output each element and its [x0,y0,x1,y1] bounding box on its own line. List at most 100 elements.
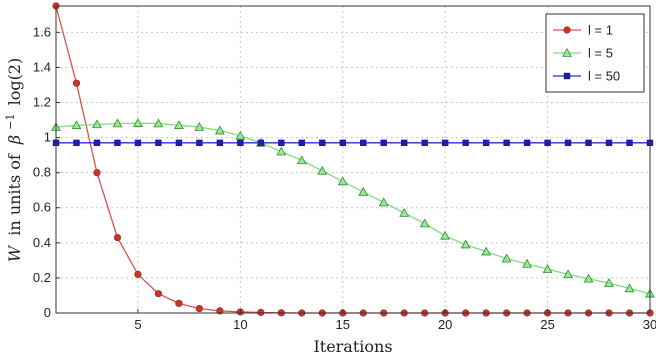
data-point [501,253,512,263]
data-point [462,139,469,147]
data-point [360,139,367,147]
legend-label: l = 5 [588,46,613,61]
y-tick-label: 0.4 [33,235,51,250]
data-point [441,139,449,147]
data-point [112,118,123,128]
data-point [358,186,369,196]
data-point [153,118,164,128]
legend-label: l = 50 [588,69,620,84]
data-point [319,139,326,147]
data-point [298,139,305,147]
data-point [399,207,410,217]
x-tick-label: 10 [233,317,247,332]
data-point [257,308,265,317]
data-point [337,176,348,186]
ticks: 5 10 15 20 25 30 0 0.2 0.4 0.6 0.8 1 1.2 1.4 1.6 [33,24,656,332]
data-point [216,307,224,315]
data-point [92,119,102,129]
plot-frame [55,5,651,314]
data-point [237,139,244,147]
data-point [71,120,82,130]
legend-swatch-marker [563,72,571,80]
data-point [155,139,162,147]
legend-swatch-marker [562,47,572,57]
data-point [72,79,81,87]
data-point [523,139,531,147]
y-axis-title-exp: −1 [4,114,17,130]
y-tick-label: 0.8 [33,165,51,180]
data-point [583,273,594,283]
x-tick-label: 30 [643,317,656,332]
data-point [482,139,490,147]
data-point [624,283,635,293]
y-tick-label: 0.2 [33,270,51,285]
y-tick-label: 0.6 [33,200,51,215]
legend-item: l = 5 [553,46,613,61]
data-point [195,305,203,313]
data-point [544,139,551,147]
data-point [522,258,532,268]
data-point [175,299,183,307]
data-point [542,264,553,273]
data-point [216,139,224,147]
y-tick-label: 1.2 [33,94,51,109]
data-point [175,139,183,147]
data-point [605,139,613,147]
data-point [317,165,328,175]
data-point [378,197,389,207]
data-point [460,239,471,249]
data-point [214,125,225,135]
legend: l = 1 l = 5 l = 50 [545,13,645,93]
data-point [174,120,184,130]
data-point [380,139,387,147]
data-point [604,278,614,287]
data-point [134,270,142,279]
data-point [564,139,572,147]
legend-item: l = 50 [553,69,620,84]
data-point [196,139,203,147]
series-line [55,122,651,295]
data-point [401,139,408,147]
data-point [113,233,122,242]
series-group [51,2,655,317]
y-axis-title-beta: β [5,135,24,145]
data-point [440,230,451,240]
data-point [257,139,265,147]
x-tick-label: 25 [540,317,554,332]
data-point [73,139,80,147]
data-point [278,139,285,147]
data-point [626,139,633,147]
data-point [421,139,428,147]
y-tick-label: 1.4 [33,59,51,74]
data-point [481,246,492,256]
y-axis-title: W in units of β −1 log(2) [0,58,24,262]
data-point [93,139,101,147]
series-3 [52,139,654,147]
data-point [503,139,510,147]
y-axis-title-text: in units of [5,153,24,236]
x-tick-label: 15 [336,317,350,332]
x-tick-label: 20 [438,317,452,332]
data-point [93,169,101,177]
data-point [154,290,163,298]
legend-swatch-marker [563,26,571,34]
data-point [134,139,142,147]
data-point [296,155,307,165]
y-tick-label: 1 [44,130,51,145]
data-point [235,130,246,140]
y-axis-title-log: log(2) [5,58,24,106]
data-point [114,139,121,147]
legend-item: l = 1 [553,23,613,38]
y-tick-label: 1.6 [33,24,51,39]
x-tick-label: 5 [134,317,141,332]
data-point [194,122,205,131]
legend-label: l = 1 [588,23,613,38]
y-axis-title-w: W [5,244,24,262]
data-point [339,139,346,147]
x-axis-title: Iterations [313,337,392,356]
data-point [276,146,287,156]
data-point [133,118,143,127]
data-point [563,269,573,279]
